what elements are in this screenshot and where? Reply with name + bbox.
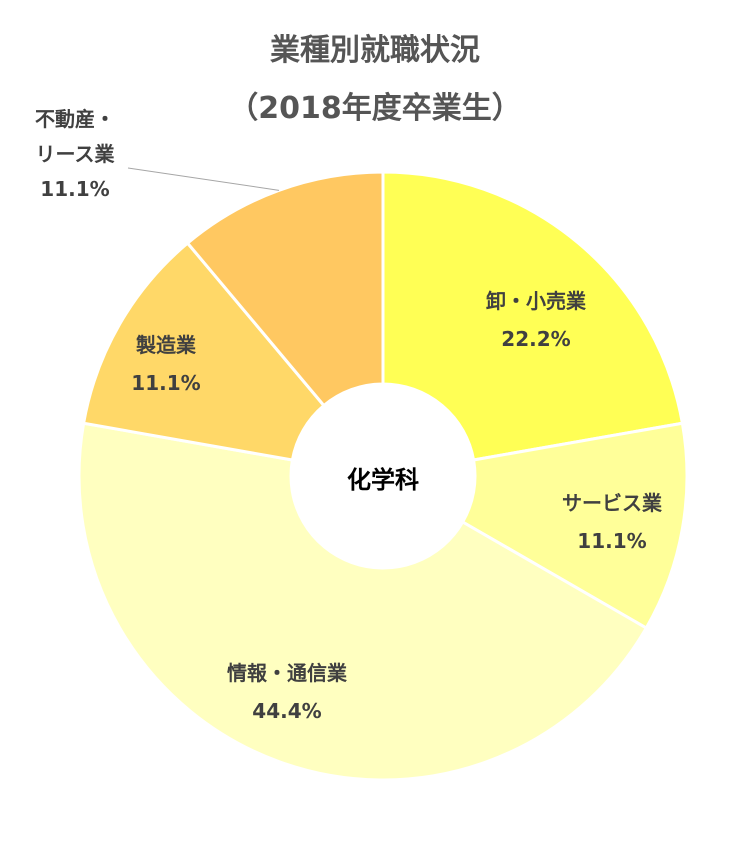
slice-percent-label: 11.1%: [131, 371, 200, 395]
slice-name-label: 製造業: [136, 333, 197, 357]
donut-slice: [77, 421, 649, 782]
slice-name-label: 情報・通信業: [227, 661, 348, 685]
slice-labels: 卸・小売業 22.2% サービス業 11.1% 情報・通信業 44.4% 製造業 11.1% 不…: [35, 107, 663, 723]
donut-slice: [81, 241, 326, 462]
donut-slice: [460, 421, 689, 631]
chart-title-line-2: （2018年度卒業生）: [228, 91, 522, 126]
center-label: 化学科: [347, 466, 419, 494]
slice-percent-label: 11.1%: [577, 529, 646, 553]
leader-line: [127, 167, 280, 191]
donut-slice: [381, 170, 685, 462]
slice-name-label: リース業: [36, 142, 116, 166]
donut-slices: [77, 170, 689, 782]
slice-percent-label: 22.2%: [501, 327, 570, 351]
slice-name-label: 卸・小売業: [486, 289, 587, 313]
slice-percent-label: 44.4%: [252, 699, 321, 723]
slice-name-label: 不動産・: [35, 107, 115, 131]
slice-name-label: サービス業: [562, 491, 663, 515]
slice-percent-label: 11.1%: [40, 177, 109, 201]
donut-slice: [185, 170, 385, 408]
chart-title-line-1: 業種別就職状況: [270, 33, 480, 68]
